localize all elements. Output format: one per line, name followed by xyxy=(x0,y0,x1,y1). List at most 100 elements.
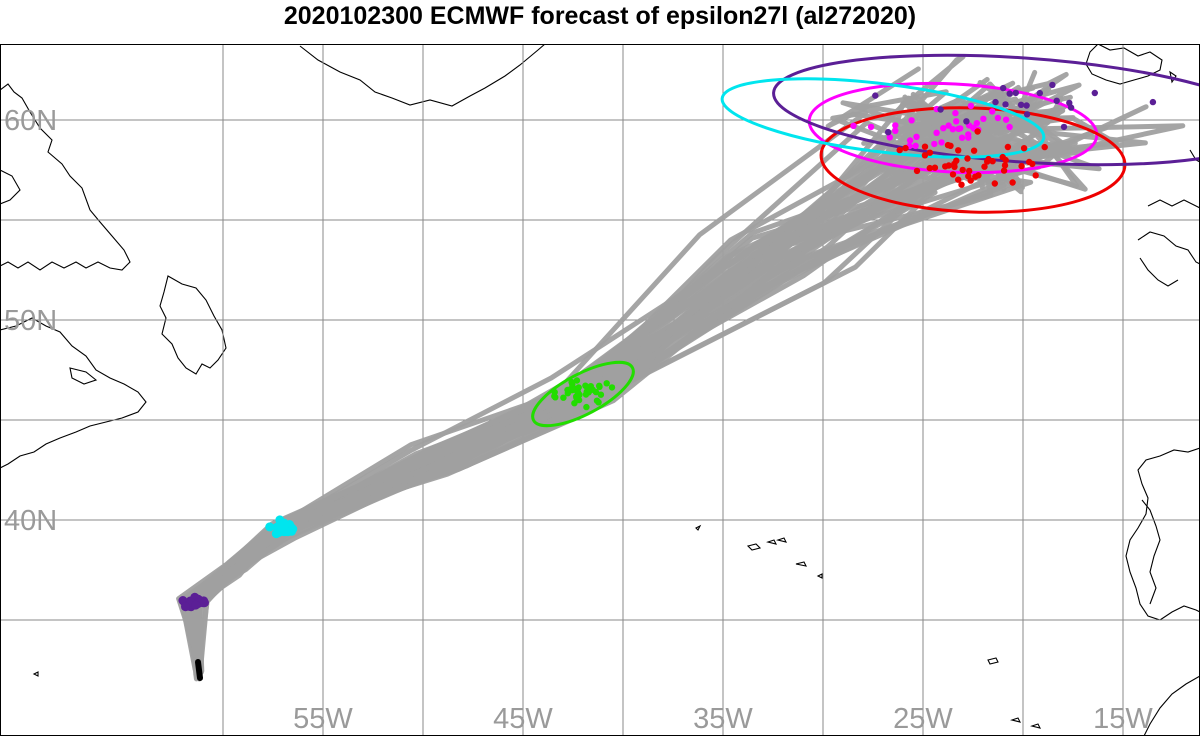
day3-position xyxy=(597,391,605,398)
day5-position xyxy=(951,163,958,170)
scotland-coast xyxy=(1147,199,1200,209)
day6-position xyxy=(937,106,944,113)
greenland-coast xyxy=(299,44,546,107)
track-line xyxy=(190,111,1070,675)
day5-position xyxy=(991,180,998,187)
day6-position xyxy=(1067,104,1075,111)
day5-position xyxy=(921,152,929,159)
day1-position xyxy=(200,598,209,608)
day5-position xyxy=(1032,172,1039,179)
day5-position xyxy=(913,167,921,175)
day6-position xyxy=(1002,101,1009,108)
coastline xyxy=(0,44,1200,736)
canary-islands xyxy=(1010,717,1042,729)
nova-scotia-coast xyxy=(0,317,147,469)
day4-position xyxy=(965,131,972,138)
longitude-label: 45W xyxy=(493,703,553,735)
day6-position xyxy=(1006,90,1013,97)
day3-position xyxy=(586,387,593,394)
day4-position xyxy=(940,125,947,132)
iceland-coast xyxy=(1085,44,1163,85)
day5-position xyxy=(958,181,965,188)
day4-position xyxy=(1006,123,1013,131)
start-position-marker xyxy=(195,659,203,681)
day5-position xyxy=(974,128,981,135)
day4-position xyxy=(958,134,966,141)
day4-position xyxy=(931,140,938,148)
day4-position xyxy=(952,109,959,117)
day5-position xyxy=(985,155,992,163)
track-line xyxy=(192,125,1109,680)
day6-position xyxy=(872,92,879,99)
ensemble-tracks xyxy=(176,54,1186,682)
track-line xyxy=(190,123,1186,673)
day5-position xyxy=(981,163,988,170)
day6-spread-ellipse xyxy=(772,53,1200,167)
day4-position xyxy=(933,129,940,136)
day5-position xyxy=(1041,143,1048,151)
day5-position xyxy=(955,176,962,183)
day5-position xyxy=(949,171,957,178)
day4-position xyxy=(908,117,915,124)
day3-position xyxy=(583,403,590,411)
day6-position xyxy=(1017,101,1025,109)
day6-position xyxy=(1149,98,1157,106)
day4-position xyxy=(892,122,899,129)
day6-position xyxy=(1049,81,1056,89)
day6-position xyxy=(963,118,970,125)
day6-position xyxy=(1000,84,1007,92)
track-line xyxy=(194,140,1078,673)
hudson-coast xyxy=(0,169,21,205)
day5-position xyxy=(1020,145,1028,152)
day5-position xyxy=(921,143,929,150)
day5-position xyxy=(896,146,903,154)
day4-spread-ellipse xyxy=(807,81,1099,175)
day5-position xyxy=(942,163,949,170)
day4-position xyxy=(945,122,952,129)
longitude-label: 15W xyxy=(1093,703,1153,735)
day4-position xyxy=(980,115,987,123)
bermuda-island xyxy=(32,671,39,677)
day6-position xyxy=(1023,102,1030,109)
day3-position xyxy=(564,390,571,397)
day2-position xyxy=(279,521,289,531)
day6-position xyxy=(992,98,999,106)
longitude-label: 55W xyxy=(293,703,353,735)
day3-spread-ellipse xyxy=(531,360,635,428)
axis-labels: 55W 45W 35W 25W 15W 40N 50N 60N xyxy=(4,105,1153,735)
day6-position xyxy=(1012,89,1019,97)
spread-ellipses xyxy=(531,53,1200,428)
day3-position xyxy=(551,389,558,396)
day6-position xyxy=(1091,89,1099,97)
ensemble-positions xyxy=(178,81,1157,681)
day5-position xyxy=(1001,162,1009,169)
day5-position xyxy=(944,141,952,149)
day6-position xyxy=(885,129,892,136)
day5-position xyxy=(1000,167,1008,174)
day5-position xyxy=(926,164,933,172)
day3-position xyxy=(596,383,603,390)
day5-position xyxy=(966,167,973,175)
day3-position xyxy=(574,389,582,396)
day4-position xyxy=(949,126,956,133)
day5-position xyxy=(964,155,971,162)
pei-coast xyxy=(69,367,98,385)
day6-position xyxy=(1060,123,1068,131)
map-title: 2020102300 ECMWF forecast of epsilon27l … xyxy=(283,2,917,30)
day5-position xyxy=(1009,179,1016,186)
ireland-coast xyxy=(1137,231,1200,287)
day4-position xyxy=(892,127,899,134)
day4-position xyxy=(906,137,914,144)
longitude-label: 35W xyxy=(693,703,753,735)
longitude-label: 25W xyxy=(893,703,953,735)
day6-position xyxy=(1023,111,1031,118)
day5-position xyxy=(926,149,934,156)
madeira-island xyxy=(987,657,999,665)
latitude-label: 40N xyxy=(4,505,57,537)
track-line xyxy=(191,66,949,673)
day4-position xyxy=(953,118,960,125)
day4-position xyxy=(912,142,919,149)
day6-position xyxy=(1036,89,1044,97)
day4-position xyxy=(957,125,964,132)
